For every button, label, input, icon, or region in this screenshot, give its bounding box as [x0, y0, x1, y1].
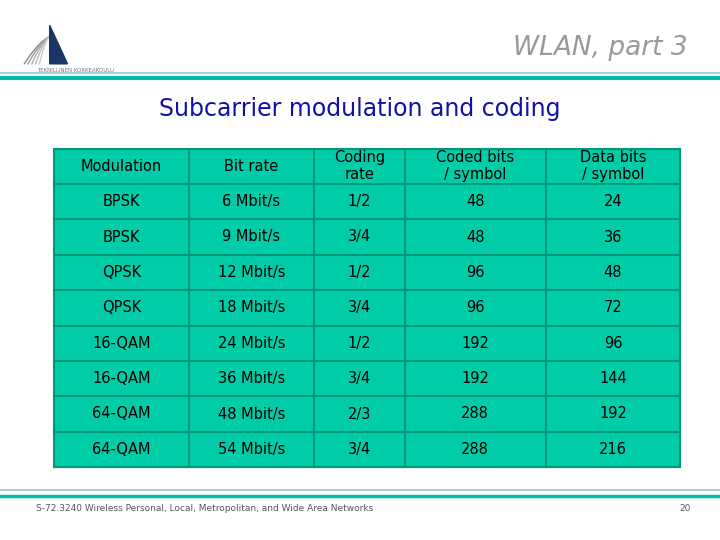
Text: 3/4: 3/4: [348, 442, 371, 457]
Text: 48: 48: [466, 230, 485, 245]
Text: 6 Mbit/s: 6 Mbit/s: [222, 194, 280, 209]
Text: TEKNILLINEN KORKEAKOULU: TEKNILLINEN KORKEAKOULU: [37, 68, 114, 72]
Text: 16-QAM: 16-QAM: [92, 371, 150, 386]
Text: WLAN, part 3: WLAN, part 3: [513, 35, 688, 61]
Polygon shape: [50, 25, 68, 64]
Text: 3/4: 3/4: [348, 300, 371, 315]
Text: 16-QAM: 16-QAM: [92, 336, 150, 350]
Text: 3/4: 3/4: [348, 371, 371, 386]
Text: Subcarrier modulation and coding: Subcarrier modulation and coding: [159, 97, 561, 121]
Text: 96: 96: [466, 300, 485, 315]
Text: 192: 192: [599, 407, 627, 422]
Text: 64-QAM: 64-QAM: [92, 407, 150, 422]
Text: 72: 72: [603, 300, 622, 315]
Text: 192: 192: [462, 371, 489, 386]
Text: 20: 20: [680, 504, 691, 513]
Text: BPSK: BPSK: [102, 230, 140, 245]
Text: Modulation: Modulation: [81, 159, 162, 174]
Text: 1/2: 1/2: [348, 265, 371, 280]
Text: Bit rate: Bit rate: [224, 159, 279, 174]
Text: 12 Mbit/s: 12 Mbit/s: [217, 265, 285, 280]
Text: 36 Mbit/s: 36 Mbit/s: [217, 371, 285, 386]
Text: 54 Mbit/s: 54 Mbit/s: [217, 442, 285, 457]
Text: QPSK: QPSK: [102, 265, 141, 280]
Text: 1/2: 1/2: [348, 194, 371, 209]
Text: 24 Mbit/s: 24 Mbit/s: [217, 336, 285, 350]
Text: 9 Mbit/s: 9 Mbit/s: [222, 230, 280, 245]
Text: QPSK: QPSK: [102, 300, 141, 315]
Text: 18 Mbit/s: 18 Mbit/s: [217, 300, 285, 315]
Text: 48: 48: [604, 265, 622, 280]
Text: 144: 144: [599, 371, 627, 386]
Text: Coded bits
/ symbol: Coded bits / symbol: [436, 150, 514, 183]
Text: 288: 288: [462, 442, 489, 457]
Text: 96: 96: [466, 265, 485, 280]
Text: 64-QAM: 64-QAM: [92, 442, 150, 457]
Text: 24: 24: [604, 194, 622, 209]
Text: 3/4: 3/4: [348, 230, 371, 245]
Text: 48 Mbit/s: 48 Mbit/s: [217, 407, 285, 422]
Text: 216: 216: [599, 442, 627, 457]
Text: BPSK: BPSK: [102, 194, 140, 209]
Text: 192: 192: [462, 336, 489, 350]
Text: 1/2: 1/2: [348, 336, 371, 350]
Text: Data bits
/ symbol: Data bits / symbol: [580, 150, 647, 183]
Text: Coding
rate: Coding rate: [334, 150, 385, 183]
Text: 48: 48: [466, 194, 485, 209]
Text: S-72.3240 Wireless Personal, Local, Metropolitan, and Wide Area Networks: S-72.3240 Wireless Personal, Local, Metr…: [36, 504, 373, 513]
Text: 36: 36: [604, 230, 622, 245]
Text: 2/3: 2/3: [348, 407, 371, 422]
Text: 96: 96: [604, 336, 622, 350]
Text: 288: 288: [462, 407, 489, 422]
